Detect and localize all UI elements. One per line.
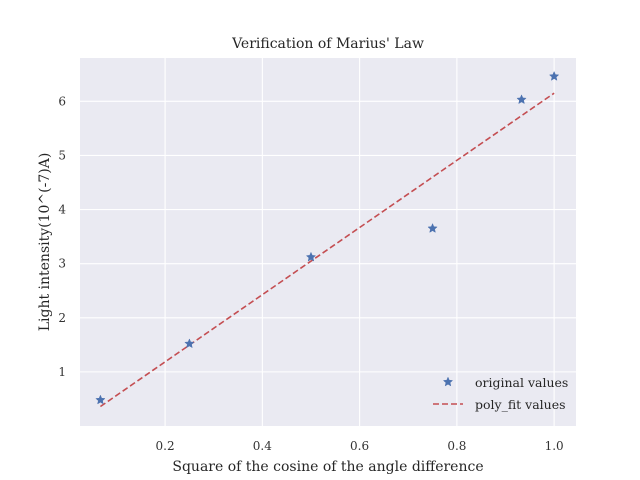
y-tick-label: 5 [58, 148, 66, 162]
x-tick-label: 1.0 [545, 439, 564, 453]
y-tick-label: 4 [58, 203, 66, 217]
data-point [548, 70, 560, 81]
legend-marker-original-values [442, 376, 454, 387]
data-point [184, 338, 195, 349]
fit-line [99, 92, 555, 408]
data-point [305, 251, 317, 262]
series-layer [95, 70, 560, 408]
y-axis-label: Light intensity(10^(-7)A) [37, 153, 53, 332]
data-point [516, 94, 527, 105]
y-tick-label: 3 [58, 257, 66, 271]
y-tick-label: 1 [58, 365, 66, 379]
y-tick-label: 6 [58, 94, 66, 108]
x-tick-label: 0.8 [447, 439, 466, 453]
tick-labels: 0.2 0.4 0.6 0.8 1.0 1 2 3 4 5 6 [58, 94, 563, 453]
gridlines [80, 58, 576, 426]
data-point [427, 223, 438, 233]
x-axis-label: Square of the cosine of the angle differ… [172, 459, 483, 475]
legend-label-poly-fit-values: poly_fit values [475, 397, 566, 412]
y-tick-label: 2 [58, 311, 66, 325]
chart-title: Verification of Marius' Law [231, 36, 424, 52]
plot-area [80, 58, 576, 426]
legend-label-original-values: original values [475, 375, 568, 390]
x-tick-label: 0.2 [156, 439, 175, 453]
x-tick-label: 0.6 [350, 439, 369, 453]
data-point [95, 394, 106, 405]
legend: original values poly_fit values [433, 375, 568, 412]
legend-star-icon [442, 376, 454, 387]
x-tick-label: 0.4 [253, 439, 272, 453]
